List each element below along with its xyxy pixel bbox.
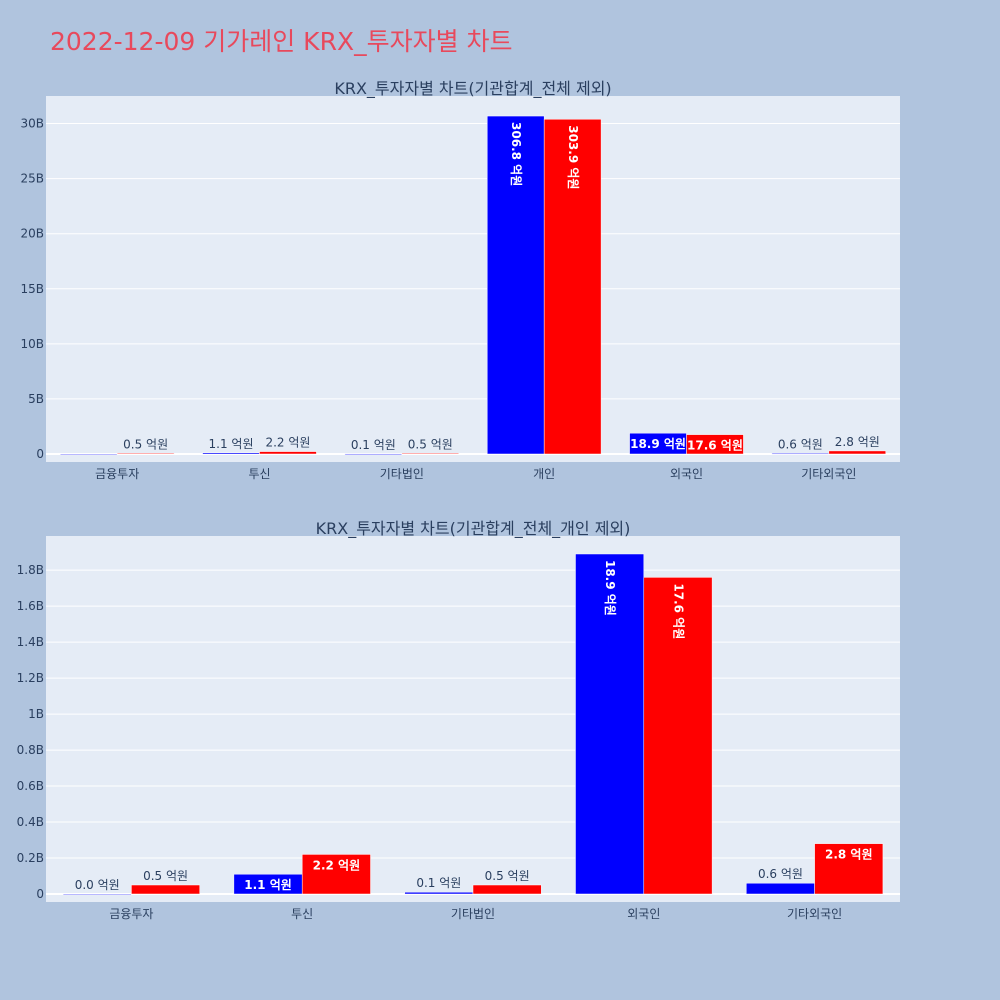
data-label: 0.5 억원 (123, 437, 168, 451)
data-label: 17.6 억원 (671, 583, 685, 639)
bar (116, 453, 175, 455)
y-tick-label: 1.8B (17, 563, 44, 577)
data-label: 303.9 억원 (566, 125, 580, 189)
plot-area (46, 96, 900, 462)
bar (814, 843, 884, 895)
y-tick-label: 20B (20, 227, 44, 241)
data-label: 0.5 억원 (143, 869, 188, 883)
bar (771, 453, 830, 455)
data-label: 1.1 억원 (209, 437, 254, 451)
bar (259, 451, 317, 455)
y-tick-label: 5B (28, 392, 44, 406)
bar (62, 893, 132, 896)
data-label: 18.9 억원 (630, 437, 686, 451)
chart-1: KRX_투자자별 차트(기관합계_전체 제외) 0 5B 10B 15B 20B 25B 30… (20, 79, 900, 481)
bar (404, 891, 474, 895)
bar (344, 453, 403, 455)
data-label: 2.2 억원 (265, 436, 310, 450)
bar (301, 854, 371, 895)
x-tick-label: 기타외국인 (801, 467, 856, 481)
data-label: 1.1 억원 (244, 878, 292, 892)
data-label: 0.1 억원 (351, 438, 396, 452)
data-label: 0.6 억원 (758, 867, 803, 881)
x-tick-label: 외국인 (627, 907, 660, 921)
bar (486, 115, 545, 455)
y-tick-label: 0.6B (17, 779, 44, 793)
data-label: 18.9 억원 (603, 560, 617, 616)
data-label: 306.8 억원 (509, 122, 523, 186)
x-tick-label: 금융투자 (95, 467, 139, 481)
x-tick-label: 기타외국인 (787, 907, 842, 921)
data-label: 0.1 억원 (416, 876, 461, 890)
y-tick-label: 15B (20, 282, 44, 296)
chart-title: KRX_투자자별 차트(기관합계_전체 제외) (334, 79, 611, 99)
plot-area (46, 536, 900, 902)
bar (746, 882, 815, 895)
bar (59, 453, 118, 456)
data-label: 0.0 억원 (75, 878, 120, 892)
x-tick-label: 투신 (248, 467, 270, 481)
data-label: 17.6 억원 (687, 439, 743, 453)
y-tick-label: 0.2B (17, 851, 44, 865)
bar (828, 450, 887, 455)
y-tick-label: 1.2B (17, 671, 44, 685)
y-tick-label: 1.6B (17, 599, 44, 613)
bar (472, 884, 542, 895)
data-label: 0.5 억원 (408, 437, 453, 451)
x-tick-label: 외국인 (670, 467, 703, 481)
chart-title: KRX_투자자별 차트(기관합계_전체_개인 제외) (316, 519, 631, 539)
y-tick-label: 0 (36, 887, 44, 901)
data-label: 0.5 억원 (485, 869, 530, 883)
data-label: 2.8 억원 (825, 848, 873, 862)
x-tick-label: 금융투자 (109, 907, 153, 921)
x-tick-label: 개인 (533, 467, 555, 481)
x-tick-label: 기타법인 (451, 907, 495, 921)
data-label: 0.6 억원 (778, 437, 823, 451)
y-tick-label: 1.4B (17, 635, 44, 649)
y-tick-label: 25B (20, 172, 44, 186)
y-tick-label: 10B (20, 337, 44, 351)
data-label: 2.2 억원 (313, 858, 361, 872)
y-tick-label: 30B (20, 117, 44, 131)
bar (643, 577, 713, 895)
page-title: 2022-12-09 기가레인 KRX_투자자별 차트 (50, 27, 513, 56)
bar (202, 452, 260, 455)
x-tick-label: 기타법인 (380, 467, 424, 481)
x-tick-label: 투신 (291, 907, 313, 921)
y-tick-label: 0.4B (17, 815, 44, 829)
bar (543, 118, 602, 455)
bar (401, 453, 460, 455)
chart-2: KRX_투자자별 차트(기관합계_전체_개인 제외) 0 0.2B 0.4B 0.6B 0… (17, 519, 900, 921)
y-tick-label: 0 (36, 447, 44, 461)
y-tick-label: 1B (28, 707, 44, 721)
bar (686, 434, 744, 455)
data-label: 2.8 억원 (835, 435, 880, 449)
bar (131, 884, 200, 895)
y-tick-label: 0.8B (17, 743, 44, 757)
bar (575, 553, 645, 895)
